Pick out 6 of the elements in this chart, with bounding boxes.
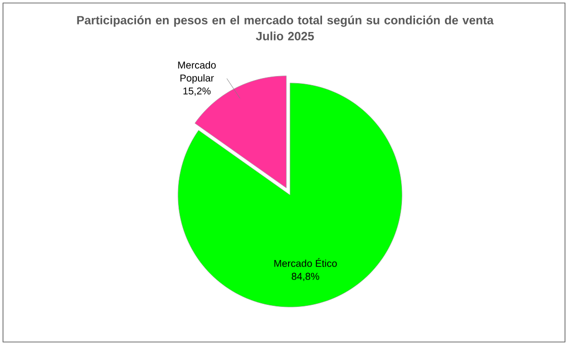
data-label: 84,8% [292, 272, 320, 282]
slice-label: Mercado Ético [274, 258, 337, 267]
data-label: 15,2% [183, 87, 211, 96]
chart-subtitle: Julio 2025 [256, 32, 314, 40]
slice-label: Mercado Popular [178, 61, 216, 84]
chart-title: Participación en pesos en el mercado total según su condición de venta [77, 16, 494, 27]
